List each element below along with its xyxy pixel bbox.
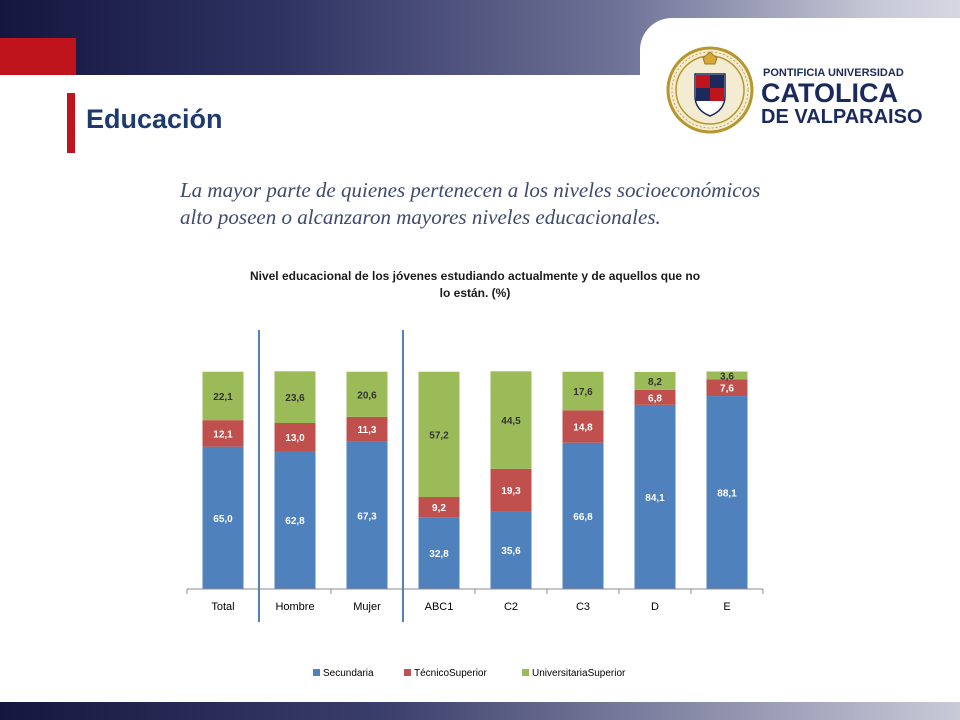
data-label: 19,3 bbox=[501, 486, 521, 497]
data-label: 14,8 bbox=[573, 423, 593, 434]
bar-segment bbox=[274, 422, 316, 452]
data-label: 6,8 bbox=[648, 393, 662, 404]
chart-legend: Secundaria TécnicoSuperior UniversitariaSu… bbox=[313, 668, 626, 679]
title-accent-bar bbox=[67, 93, 75, 153]
bar-segment bbox=[346, 371, 388, 417]
data-label: 84,1 bbox=[645, 493, 665, 504]
bar-segment bbox=[490, 511, 532, 589]
bar-segment bbox=[274, 451, 316, 589]
bar-segment bbox=[418, 497, 460, 518]
legend-swatch bbox=[313, 669, 320, 676]
bar-segment bbox=[490, 371, 532, 469]
x-tick-label: ABC1 bbox=[425, 601, 454, 613]
legend-label: Secundaria bbox=[323, 668, 374, 679]
legend-label: TécnicoSuperior bbox=[414, 668, 487, 679]
bar-segment bbox=[418, 517, 460, 589]
data-label: 23,6 bbox=[285, 393, 305, 404]
data-label: 44,5 bbox=[501, 416, 521, 427]
bar-segment bbox=[202, 446, 244, 589]
bar-segment bbox=[562, 371, 604, 411]
x-tick-label: Hombre bbox=[275, 601, 314, 613]
data-label: 7,6 bbox=[720, 384, 734, 395]
x-tick-label: C2 bbox=[504, 601, 518, 613]
data-label: 62,8 bbox=[285, 516, 305, 527]
legend-swatch bbox=[404, 669, 411, 676]
chart-plot-area: 65,0 12,1 22,1 Total 62,8 13,0 23,6 Hombre 67,3 1… bbox=[186, 330, 764, 622]
data-label: 9,2 bbox=[432, 503, 446, 514]
data-label: 13,0 bbox=[285, 433, 305, 444]
bar-segment bbox=[490, 468, 532, 512]
logo-line3: DE VALPARAISO bbox=[761, 106, 923, 128]
bar-segment bbox=[634, 389, 676, 405]
x-tick-label: D bbox=[651, 601, 659, 613]
chart-title-line: Nivel educacional de los jóvenes estudia… bbox=[250, 269, 700, 283]
data-label: 65,0 bbox=[213, 514, 233, 525]
data-label: 66,8 bbox=[573, 512, 593, 523]
data-label: 35,6 bbox=[501, 546, 521, 557]
subtitle-line: alto poseen o alcanzaron mayores niveles… bbox=[180, 205, 661, 229]
bar-segment bbox=[274, 371, 316, 423]
slide-title: Educación bbox=[86, 104, 223, 134]
data-label: 67,3 bbox=[357, 511, 377, 522]
legend-swatch bbox=[522, 669, 529, 676]
bar-segment bbox=[562, 410, 604, 443]
bar-segment bbox=[706, 379, 748, 397]
subtitle-line: La mayor parte de quienes pertenecen a l… bbox=[180, 178, 761, 202]
data-label: 12,1 bbox=[213, 429, 233, 440]
seal-icon bbox=[666, 46, 754, 134]
logo-line2: CATOLICA bbox=[761, 78, 898, 108]
chart-title-line: lo están. (%) bbox=[440, 286, 511, 300]
legend-label: UniversitariaSuperior bbox=[532, 668, 626, 679]
bar-segment bbox=[202, 371, 244, 421]
data-label: 22,1 bbox=[213, 392, 233, 403]
bar-segment bbox=[562, 442, 604, 589]
x-tick-label: E bbox=[723, 601, 730, 613]
bar-segment bbox=[346, 416, 388, 442]
bar-segment bbox=[202, 420, 244, 447]
x-tick-label: C3 bbox=[576, 601, 590, 613]
data-label: 11,3 bbox=[358, 425, 377, 436]
data-label: 8,2 bbox=[648, 377, 662, 388]
bar-segment bbox=[346, 441, 388, 589]
bar-segment bbox=[418, 371, 460, 498]
footer-band bbox=[0, 702, 960, 720]
x-tick-label: Total bbox=[211, 601, 234, 613]
bar-segment bbox=[634, 404, 676, 589]
slide-subtitle: La mayor parte de quienes pertenecen a l… bbox=[180, 177, 880, 231]
data-label: 20,6 bbox=[357, 390, 377, 401]
data-label: 17,6 bbox=[573, 387, 593, 398]
data-label: 57,2 bbox=[429, 430, 449, 441]
logo-line1: PONTIFICIA UNIVERSIDAD bbox=[763, 67, 904, 79]
data-label: 32,8 bbox=[429, 549, 449, 560]
header-red-accent bbox=[0, 38, 76, 75]
data-label: 88,1 bbox=[717, 489, 737, 500]
university-logo: PONTIFICIA UNIVERSIDAD CATOLICA DE VALPA… bbox=[666, 46, 923, 134]
bar-segment bbox=[706, 371, 748, 380]
data-label: 3,6 bbox=[720, 371, 734, 382]
x-tick-label: Mujer bbox=[353, 601, 381, 613]
bar-segment bbox=[634, 371, 676, 390]
bar-segment bbox=[706, 396, 748, 589]
